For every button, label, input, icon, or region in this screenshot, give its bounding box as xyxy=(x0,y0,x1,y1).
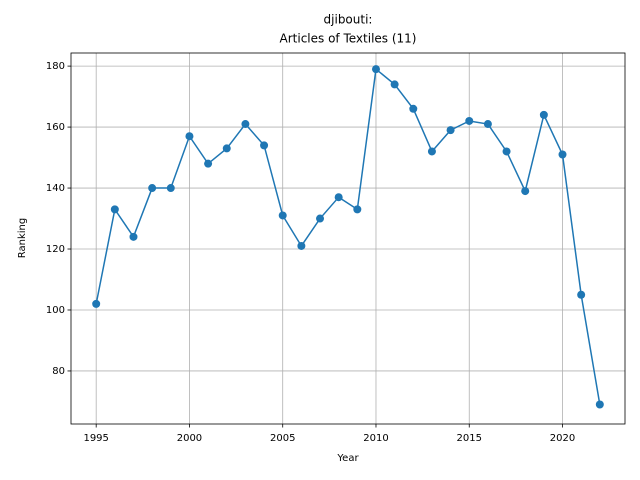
line xyxy=(95,67,601,405)
point xyxy=(539,110,548,119)
point xyxy=(427,147,436,156)
chart-title: djibouti: xyxy=(324,13,373,27)
point xyxy=(558,150,567,159)
point xyxy=(465,116,474,125)
point xyxy=(204,159,213,168)
point xyxy=(334,193,343,202)
point xyxy=(595,400,604,409)
point xyxy=(577,290,586,299)
point xyxy=(353,205,362,214)
x-axis-label: Year xyxy=(336,453,359,464)
point xyxy=(92,299,101,308)
point xyxy=(316,214,325,223)
x-tick-label: 2005 xyxy=(270,433,295,444)
point xyxy=(110,205,119,214)
y-tick-label: 100 xyxy=(46,305,65,316)
x-tick-label: 2015 xyxy=(457,433,482,444)
point xyxy=(483,120,492,129)
y-axis-label: Ranking xyxy=(17,218,28,258)
point xyxy=(166,184,175,193)
point xyxy=(409,104,418,113)
y-tick-label: 140 xyxy=(46,183,65,194)
point xyxy=(278,211,287,220)
x-tick-label: 2020 xyxy=(550,433,575,444)
point xyxy=(390,80,399,89)
point xyxy=(446,126,455,135)
point xyxy=(148,184,157,193)
chart-title: Articles of Textiles (11) xyxy=(280,32,417,46)
point xyxy=(185,132,194,141)
y-tick-label: 180 xyxy=(46,61,65,72)
point xyxy=(129,232,138,241)
point xyxy=(297,241,306,250)
x-tick-label: 2010 xyxy=(363,433,388,444)
x-tick-label: 1995 xyxy=(83,433,108,444)
point xyxy=(502,147,511,156)
x-tick-label: 2000 xyxy=(177,433,202,444)
point xyxy=(241,120,250,129)
point xyxy=(371,65,380,74)
point xyxy=(521,187,530,196)
y-tick-label: 160 xyxy=(46,122,65,133)
plot-frame xyxy=(70,52,626,425)
y-tick-label: 80 xyxy=(52,366,65,377)
point xyxy=(260,141,269,150)
y-tick-label: 120 xyxy=(46,244,65,255)
point xyxy=(222,144,231,153)
